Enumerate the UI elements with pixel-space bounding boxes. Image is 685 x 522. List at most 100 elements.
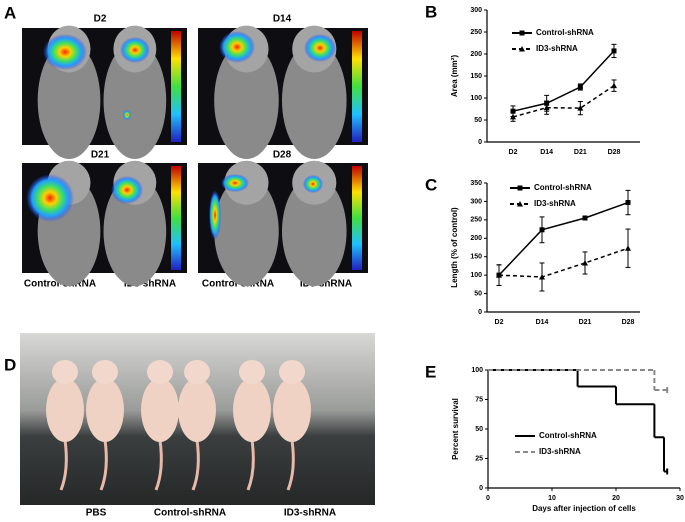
- signal: [43, 34, 87, 70]
- marker: [611, 48, 617, 54]
- legend-label: ID3-shRNA: [536, 44, 578, 53]
- mouse-body: [103, 176, 167, 287]
- marker: [625, 245, 631, 251]
- marker: [625, 200, 631, 206]
- y-axis-label: Percent survival: [451, 398, 460, 460]
- x-tick-label: D21: [574, 149, 587, 156]
- marker: [496, 272, 502, 278]
- y-tick-label: 0: [478, 139, 482, 146]
- timepoint-label: D28: [273, 150, 292, 161]
- mouse-body: [37, 42, 101, 160]
- y-tick-label: 100: [470, 272, 482, 279]
- y-tick-label: 0: [478, 309, 482, 316]
- panel-letter: A: [4, 3, 16, 22]
- legend-marker: [519, 30, 525, 36]
- mouse: [86, 378, 124, 442]
- colorbar: [352, 166, 362, 270]
- x-tick-label: D28: [608, 149, 621, 156]
- series-line: [512, 50, 615, 112]
- mouse-tail: [286, 439, 295, 491]
- legend-label: ID3-shRNA: [539, 447, 581, 456]
- marker: [539, 273, 545, 280]
- signal: [209, 190, 221, 240]
- timepoint-label: D21: [91, 150, 110, 161]
- signal: [219, 31, 255, 63]
- signal: [26, 174, 74, 222]
- x-tick-label: D21: [579, 319, 592, 326]
- x-tick-label: D14: [540, 149, 553, 156]
- mouse-tail: [246, 439, 255, 491]
- marker: [510, 113, 516, 120]
- y-tick-label: 250: [470, 29, 482, 36]
- timepoint-label: D2: [94, 14, 107, 25]
- group-label: Control-shRNA: [154, 508, 226, 519]
- y-tick-label: 350: [470, 180, 482, 187]
- panel-letter: E: [425, 362, 436, 381]
- group-label: ID3-shRNA: [124, 279, 176, 290]
- mouse-tail: [191, 439, 200, 491]
- x-axis-label: Days after injection of cells: [532, 504, 636, 513]
- y-tick-label: 75: [475, 396, 483, 403]
- series-line: [498, 247, 629, 278]
- legend-label: Control-shRNA: [539, 431, 597, 440]
- marker: [611, 82, 617, 89]
- signal: [303, 175, 323, 193]
- x-tick-label: 10: [548, 495, 556, 502]
- panel-letter: C: [425, 175, 437, 194]
- y-tick-label: 100: [471, 367, 483, 374]
- series-line: [512, 85, 615, 118]
- group-label: Control-shRNA: [24, 279, 96, 290]
- y-tick-label: 100: [470, 95, 482, 102]
- x-tick-label: 20: [612, 495, 620, 502]
- mouse-tail: [59, 439, 68, 491]
- y-tick-label: 250: [470, 217, 482, 224]
- signal: [120, 37, 150, 63]
- x-tick-label: 30: [676, 495, 684, 502]
- mouse-tail: [154, 439, 163, 491]
- legend-marker: [517, 201, 523, 207]
- mouse-body: [281, 176, 347, 287]
- legend-marker: [519, 46, 525, 52]
- legend-marker: [517, 185, 523, 191]
- y-tick-label: 200: [470, 51, 482, 58]
- group-label: ID3-shRNA: [300, 279, 352, 290]
- mouse-tail: [99, 439, 108, 491]
- y-axis-label: Area (mm²): [450, 55, 459, 98]
- mouse-body: [281, 42, 347, 160]
- timepoint-label: D14: [273, 14, 292, 25]
- colorbar: [171, 166, 181, 270]
- mouse-body: [214, 42, 279, 160]
- colorbar: [352, 31, 362, 142]
- mouse: [46, 378, 84, 442]
- panel-letter: D: [4, 355, 16, 374]
- marker: [582, 215, 588, 221]
- mouse-head: [52, 360, 78, 384]
- group-label: PBS: [86, 508, 107, 519]
- y-tick-label: 0: [479, 485, 483, 492]
- legend-label: ID3-shRNA: [534, 199, 576, 208]
- mouse-head: [239, 360, 265, 384]
- mouse-head: [92, 360, 118, 384]
- legend-label: Control-shRNA: [534, 183, 592, 192]
- y-tick-label: 300: [470, 7, 482, 14]
- y-tick-label: 50: [474, 117, 482, 124]
- signal: [221, 174, 249, 192]
- mouse-head: [147, 360, 173, 384]
- y-tick-label: 150: [470, 73, 482, 80]
- marker: [539, 227, 545, 233]
- x-tick-label: D14: [536, 319, 549, 326]
- x-tick-label: D2: [495, 319, 504, 326]
- marker: [510, 108, 516, 114]
- group-label: ID3-shRNA: [284, 508, 336, 519]
- legend-label: Control-shRNA: [536, 28, 594, 37]
- signal: [111, 176, 143, 204]
- mouse-body: [214, 176, 279, 287]
- marker: [577, 84, 583, 90]
- y-tick-label: 50: [475, 426, 483, 433]
- marker: [582, 259, 588, 266]
- signal: [304, 34, 336, 62]
- series-line: [498, 201, 629, 276]
- y-tick-label: 200: [470, 235, 482, 242]
- x-tick-label: 0: [486, 495, 490, 502]
